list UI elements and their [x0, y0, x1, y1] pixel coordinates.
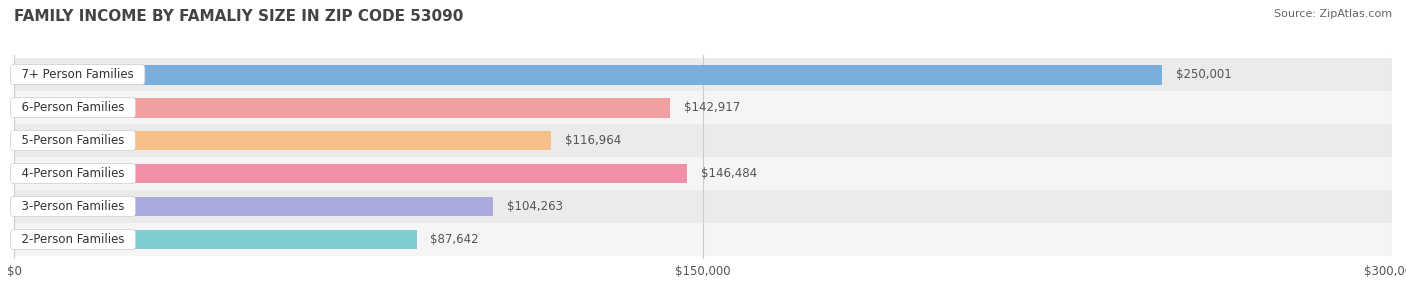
- Bar: [14, 223, 1392, 256]
- Bar: [14, 58, 1392, 91]
- Text: Source: ZipAtlas.com: Source: ZipAtlas.com: [1274, 9, 1392, 19]
- Text: 4-Person Families: 4-Person Families: [14, 167, 132, 180]
- Bar: [14, 98, 671, 117]
- Bar: [14, 197, 494, 217]
- Text: $116,964: $116,964: [565, 134, 621, 147]
- Bar: [14, 157, 1392, 190]
- Text: $146,484: $146,484: [700, 167, 756, 180]
- Text: 6-Person Families: 6-Person Families: [14, 101, 132, 114]
- Text: FAMILY INCOME BY FAMALIY SIZE IN ZIP CODE 53090: FAMILY INCOME BY FAMALIY SIZE IN ZIP COD…: [14, 9, 464, 24]
- Text: 5-Person Families: 5-Person Families: [14, 134, 132, 147]
- Text: 7+ Person Families: 7+ Person Families: [14, 68, 142, 81]
- Text: $142,917: $142,917: [685, 101, 741, 114]
- Bar: [14, 164, 688, 183]
- Text: 2-Person Families: 2-Person Families: [14, 233, 132, 246]
- Bar: [14, 190, 1392, 223]
- Bar: [14, 131, 551, 150]
- Bar: [14, 230, 416, 249]
- Bar: [14, 65, 1163, 84]
- Text: $104,263: $104,263: [506, 200, 562, 213]
- Bar: [14, 124, 1392, 157]
- Text: $87,642: $87,642: [430, 233, 479, 246]
- Text: $250,001: $250,001: [1175, 68, 1232, 81]
- Text: 3-Person Families: 3-Person Families: [14, 200, 132, 213]
- Bar: [14, 91, 1392, 124]
